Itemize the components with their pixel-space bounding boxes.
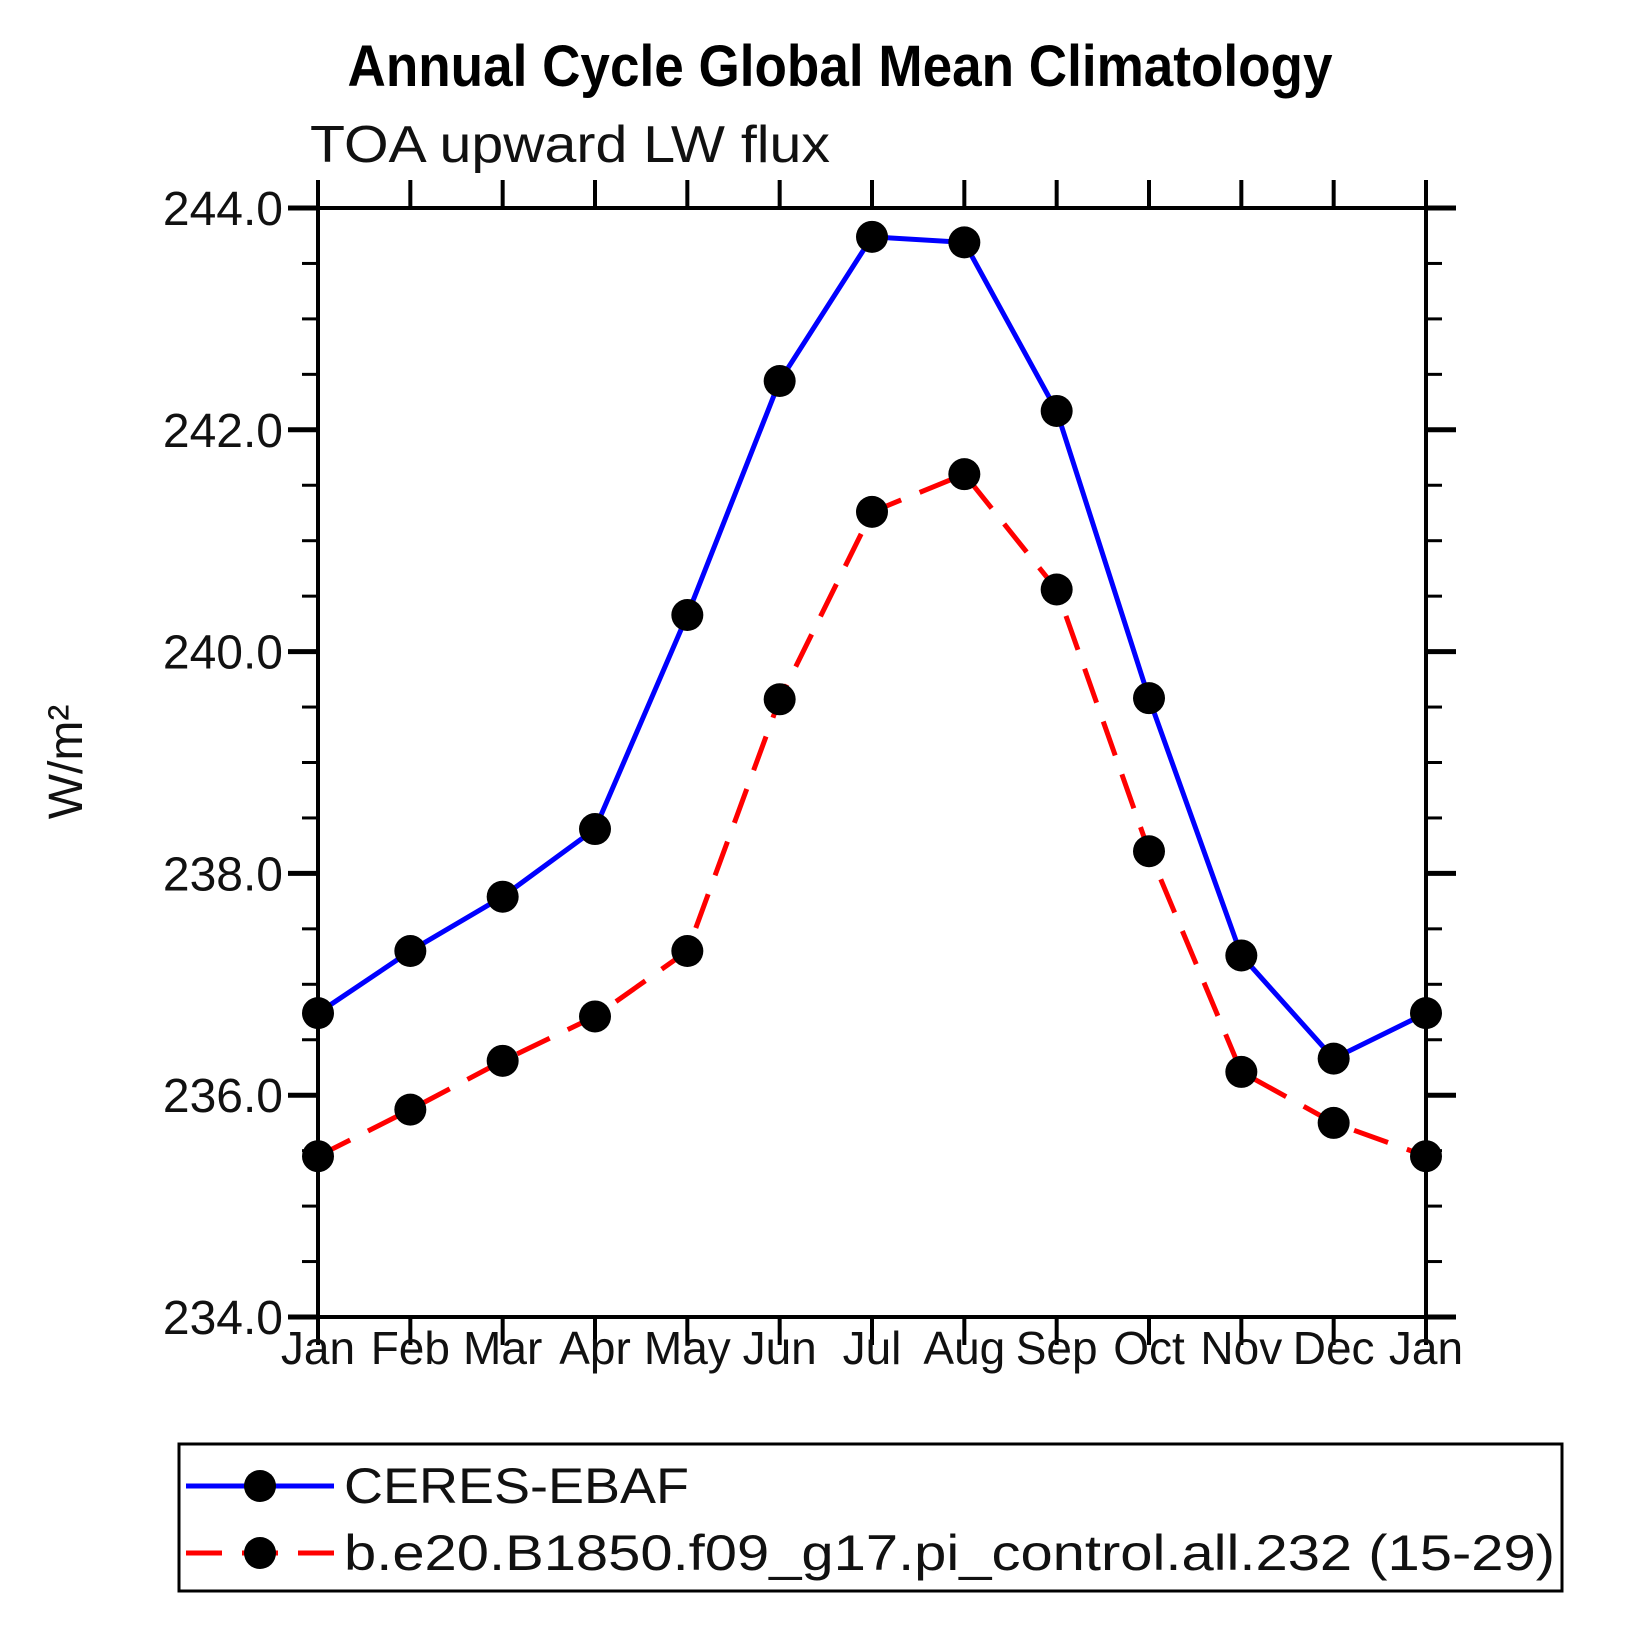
data-point: [394, 935, 427, 968]
x-tick-label: Nov: [1200, 1322, 1282, 1374]
y-tick-label: 238.0: [163, 848, 283, 901]
data-point: [302, 997, 334, 1030]
x-tick-label: Jan: [281, 1322, 355, 1374]
y-tick-label: 242.0: [163, 405, 283, 458]
data-point: [1133, 835, 1165, 868]
chart-subtitle: TOA upward LW flux: [310, 116, 830, 174]
data-point: [1410, 997, 1442, 1030]
x-tick-label: Mar: [463, 1322, 542, 1374]
data-point: [486, 1044, 519, 1077]
data-point: [856, 495, 888, 528]
data-point: [671, 935, 704, 968]
x-tick-label: Apr: [559, 1322, 631, 1374]
legend-marker-dot: [244, 1537, 276, 1569]
legend-label: CERES-EBAF: [344, 1458, 689, 1514]
data-point: [856, 220, 888, 253]
y-tick-label: 244.0: [163, 183, 283, 236]
data-point: [763, 683, 796, 716]
y-axis-label: W/m²: [40, 705, 93, 820]
data-point: [1410, 1140, 1442, 1173]
legend-marker-dot: [244, 1470, 276, 1502]
data-point: [1225, 1055, 1258, 1088]
data-point: [486, 880, 519, 913]
data-point: [948, 226, 981, 259]
data-point: [1317, 1042, 1350, 1075]
chart-title: Annual Cycle Global Mean Climatology: [348, 34, 1333, 99]
x-tick-label: Aug: [923, 1322, 1005, 1374]
y-tick-label: 234.0: [163, 1292, 283, 1345]
series-line-obs: [316, 234, 1428, 1062]
y-tick-label: 236.0: [163, 1070, 283, 1123]
data-point: [763, 365, 796, 398]
data-point: [948, 458, 981, 491]
x-tick-label: Sep: [1016, 1322, 1098, 1374]
data-point: [394, 1093, 427, 1126]
data-point: [671, 599, 704, 632]
data-point: [302, 1140, 334, 1173]
x-tick-label: Dec: [1293, 1322, 1375, 1374]
x-tick-label: Jul: [843, 1322, 902, 1374]
plot-frame: [316, 206, 1428, 1319]
legend-label: b.e20.B1850.f09_g17.pi_control.all.232 (…: [344, 1525, 1555, 1581]
data-point: [1040, 394, 1073, 427]
x-tick-label: May: [644, 1322, 731, 1374]
data-series: [302, 220, 1442, 1173]
y-tick-label: 240.0: [163, 627, 283, 680]
data-point: [1040, 573, 1073, 606]
data-point: [1317, 1106, 1350, 1139]
data-point: [579, 813, 611, 846]
data-point: [1133, 682, 1165, 715]
x-tick-label: Feb: [371, 1322, 450, 1374]
legend-frame: [177, 1442, 1564, 1593]
x-tick-label: Jan: [1389, 1322, 1463, 1374]
x-tick-label: Jun: [743, 1322, 817, 1374]
x-tick-label: Oct: [1113, 1322, 1185, 1374]
data-point: [1225, 939, 1258, 972]
data-point: [579, 1000, 611, 1033]
series-line-model: [316, 471, 1427, 1159]
legend-box: CERES-EBAF b.e20.B1850.f09_g17.pi_control…: [177, 1442, 1564, 1593]
axes: 234.0 236.0 238.0 240.0 242.0 244.0 Jan Feb Mar A…: [163, 180, 1463, 1374]
